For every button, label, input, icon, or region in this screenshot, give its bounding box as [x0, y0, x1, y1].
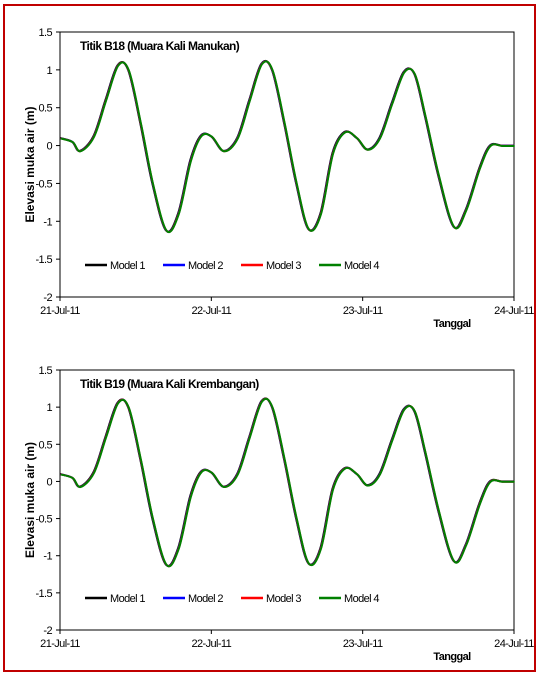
x-tick-label: 24-Jul-11	[494, 638, 534, 650]
y-tick-label: -0.5	[35, 178, 52, 190]
y-axis-label: Elevasi muka air (m)	[23, 106, 37, 222]
x-tick-label: 22-Jul-11	[192, 305, 232, 317]
y-tick-label: 1	[46, 402, 52, 414]
chart-title: Titik B19 (Muara Kali Krembangan)	[80, 377, 259, 391]
y-tick-label: -2	[43, 625, 52, 637]
y-tick-label: 0	[46, 476, 52, 488]
legend-label-4: Model 4	[344, 593, 379, 605]
y-tick-label: -1	[43, 216, 52, 228]
x-tick-label: 21-Jul-11	[40, 305, 80, 317]
x-axis-label: Tanggal	[433, 651, 471, 663]
legend-label-4: Model 4	[344, 260, 379, 272]
legend-label-3: Model 3	[266, 260, 301, 272]
chart-1: 1.5 1 0.5 0 -0.5 -1 -1.5 -221-Jul-11 22-Jul-11 23…	[23, 27, 535, 330]
legend-label-1: Model 1	[110, 260, 145, 272]
series-line-4	[60, 397, 515, 568]
figure-frame	[3, 4, 536, 672]
x-tick-label: 24-Jul-11	[494, 305, 534, 317]
y-tick-label: 0.5	[39, 103, 53, 115]
legend-label-3: Model 3	[266, 593, 301, 605]
legend-label-2: Model 2	[188, 260, 223, 272]
y-tick-label: 1.5	[39, 365, 53, 377]
series-line-4	[60, 60, 515, 233]
y-tick-label: -1.5	[35, 254, 52, 266]
x-tick-label: 23-Jul-11	[343, 305, 383, 317]
x-tick-label: 22-Jul-11	[192, 638, 232, 650]
plot-area	[59, 31, 515, 298]
y-tick-label: -2	[43, 292, 52, 304]
y-tick-label: 1.5	[39, 27, 53, 39]
y-tick-label: 0	[46, 141, 52, 153]
plot-area	[59, 369, 515, 631]
y-tick-label: -0.5	[35, 514, 52, 526]
x-axis-label: Tanggal	[433, 318, 471, 330]
y-tick-label: -1.5	[35, 588, 52, 600]
legend-label-1: Model 1	[110, 593, 145, 605]
y-tick-label: 1	[46, 65, 52, 77]
y-tick-label: 0.5	[39, 439, 53, 451]
x-tick-label: 23-Jul-11	[343, 638, 383, 650]
x-tick-label: 21-Jul-11	[40, 638, 80, 650]
y-axis-label: Elevasi muka air (m)	[23, 442, 37, 558]
y-tick-label: -1	[43, 551, 52, 563]
chart-2: 1.5 1 0.5 0 -0.5 -1 -1.5 -221-Jul-11 22-Jul-11 23…	[23, 365, 535, 663]
legend-label-2: Model 2	[188, 593, 223, 605]
chart-title: Titik B18 (Muara Kali Manukan)	[80, 39, 240, 53]
